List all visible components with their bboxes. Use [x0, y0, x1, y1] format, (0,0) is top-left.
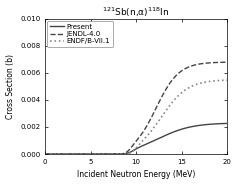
ENDF/B-VII.1 — [186, 88, 188, 90]
Present — [189, 126, 192, 128]
ENDF/B-VII.1 — [117, 153, 120, 155]
JENDL-4.0 — [186, 67, 188, 69]
JENDL-4.0 — [117, 153, 120, 155]
Present — [124, 152, 127, 155]
Present — [169, 132, 172, 134]
Line: JENDL-4.0: JENDL-4.0 — [45, 62, 227, 154]
ENDF/B-VII.1 — [62, 153, 65, 155]
JENDL-4.0 — [62, 153, 65, 155]
Line: Present: Present — [45, 123, 227, 154]
Present — [186, 127, 188, 129]
JENDL-4.0 — [44, 153, 47, 155]
ENDF/B-VII.1 — [189, 86, 192, 88]
Present — [226, 122, 228, 125]
JENDL-4.0 — [169, 82, 172, 84]
Legend: Present, JENDL-4.0, ENDF/B-VII.1: Present, JENDL-4.0, ENDF/B-VII.1 — [47, 21, 113, 47]
ENDF/B-VII.1 — [226, 79, 228, 81]
JENDL-4.0 — [189, 65, 192, 68]
JENDL-4.0 — [226, 61, 228, 63]
Y-axis label: Cross Section (b): Cross Section (b) — [5, 54, 14, 119]
ENDF/B-VII.1 — [169, 104, 172, 106]
ENDF/B-VII.1 — [124, 153, 127, 155]
Line: ENDF/B-VII.1: ENDF/B-VII.1 — [45, 80, 227, 154]
JENDL-4.0 — [124, 152, 127, 154]
X-axis label: Incident Neutron Energy (MeV): Incident Neutron Energy (MeV) — [77, 170, 195, 179]
Present — [117, 153, 120, 155]
ENDF/B-VII.1 — [44, 153, 47, 155]
Title: $^{121}$Sb(n,α)$^{118}$In: $^{121}$Sb(n,α)$^{118}$In — [102, 6, 170, 19]
Present — [44, 153, 47, 155]
Present — [62, 153, 65, 155]
